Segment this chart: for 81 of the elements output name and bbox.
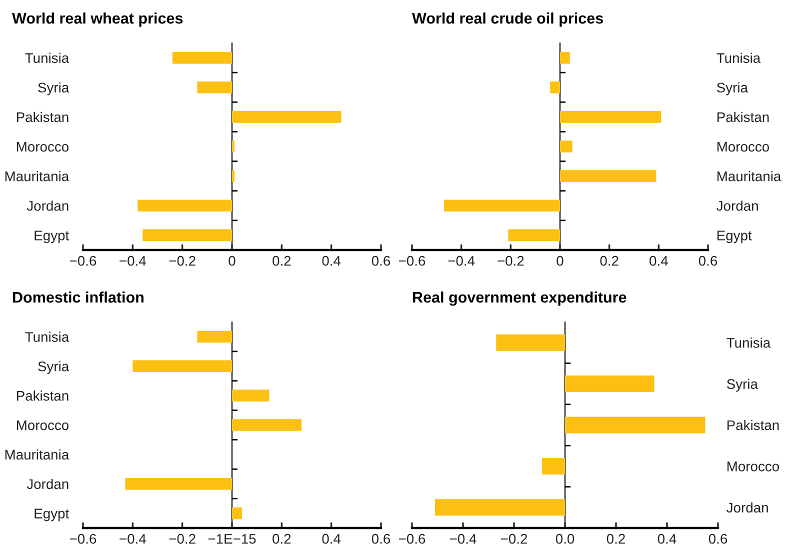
- y-tick-label: Tunisia: [726, 338, 771, 348]
- y-tick-label: Jordan: [726, 502, 768, 513]
- y-tick-label: Tunisia: [25, 52, 70, 63]
- x-tick-label: −0.6: [398, 256, 426, 266]
- bar: [560, 140, 572, 152]
- bar: [560, 170, 656, 182]
- bar: [142, 229, 232, 242]
- y-tick-label: Jordan: [716, 200, 758, 211]
- y-tick-label: Syria: [716, 82, 748, 96]
- x-tick-label: 0.4: [650, 256, 668, 266]
- chart-title: Real government expenditure: [413, 291, 626, 306]
- bar: [132, 360, 232, 372]
- y-tick-label: Morocco: [727, 462, 780, 472]
- bar: [542, 458, 565, 474]
- bar: [197, 81, 232, 94]
- x-tick-label: 0.2: [272, 534, 291, 544]
- x-tick-label: 0.6: [372, 534, 390, 544]
- x-tick-label: −0.4: [120, 534, 146, 544]
- bar: [550, 81, 560, 94]
- bar: [560, 52, 570, 64]
- x-tick-label: 0.6: [372, 256, 390, 266]
- x-tick-label: 0.2: [600, 256, 618, 266]
- y-tick-label: Pakistan: [717, 112, 769, 122]
- x-tick-label: −0.2: [498, 256, 524, 266]
- y-tick-label: Morocco: [717, 142, 770, 152]
- chart-title: Domestic inflation: [13, 291, 144, 303]
- bar: [125, 478, 232, 490]
- y-tick-label: Syria: [38, 82, 70, 96]
- y-tick-label: Jordan: [26, 200, 68, 211]
- bar: [232, 111, 342, 123]
- y-tick-label: Syria: [38, 361, 70, 374]
- bar: [172, 52, 232, 64]
- y-tick-label: Mauritania: [5, 449, 70, 460]
- y-tick-label: Tunisia: [25, 332, 70, 342]
- x-tick-label: −1E−15: [208, 534, 256, 544]
- y-tick-label: Mauritania: [5, 171, 70, 182]
- bar: [138, 200, 232, 212]
- y-tick-label: Morocco: [16, 420, 69, 430]
- y-tick-label: Jordan: [26, 478, 68, 490]
- y-tick-label: Mauritania: [717, 171, 782, 182]
- bar: [197, 330, 232, 343]
- y-tick-label: Egypt: [34, 230, 70, 244]
- y-tick-label: Pakistan: [727, 420, 779, 430]
- x-tick-label: 0: [556, 256, 564, 266]
- bar: [508, 229, 560, 242]
- chart-title: World real wheat prices: [12, 12, 183, 27]
- chart-title: World real crude oil prices: [412, 12, 603, 27]
- y-tick-label: Egypt: [34, 508, 70, 522]
- x-tick-label: −0.2: [169, 256, 196, 266]
- x-tick-label: −0.4: [120, 256, 146, 266]
- x-tick-label: 0.4: [322, 534, 341, 544]
- x-tick-label: −0.6: [398, 534, 426, 544]
- bar: [444, 200, 560, 212]
- bar: [560, 111, 662, 123]
- x-tick-label: −0.4: [450, 534, 476, 544]
- x-tick-label: −0.4: [448, 256, 475, 266]
- y-tick-label: Pakistan: [16, 112, 68, 122]
- x-tick-label: 0.0: [556, 534, 574, 544]
- bar: [496, 334, 565, 351]
- y-tick-label: Tunisia: [716, 52, 761, 63]
- y-tick-label: Egypt: [717, 230, 752, 244]
- bar: [434, 499, 565, 516]
- bar: [565, 416, 706, 434]
- bar: [565, 376, 654, 392]
- x-tick-label: 0.6: [708, 534, 728, 544]
- x-tick-label: −0.2: [500, 534, 528, 544]
- x-tick-label: 0.6: [698, 256, 718, 266]
- x-tick-label: 0: [228, 256, 236, 266]
- bar: [232, 390, 270, 402]
- x-tick-label: −0.6: [70, 534, 96, 544]
- x-tick-label: 0.4: [658, 534, 676, 544]
- y-tick-label: Morocco: [16, 142, 69, 152]
- y-tick-label: Syria: [726, 378, 758, 392]
- x-tick-label: −0.2: [169, 534, 196, 544]
- x-tick-label: −0.6: [70, 256, 96, 266]
- x-tick-label: 0.4: [322, 256, 341, 266]
- bar: [232, 419, 302, 431]
- x-tick-label: 0.2: [606, 534, 625, 544]
- x-tick-label: 0.2: [272, 256, 291, 266]
- bar: [232, 507, 242, 520]
- y-tick-label: Pakistan: [16, 390, 68, 401]
